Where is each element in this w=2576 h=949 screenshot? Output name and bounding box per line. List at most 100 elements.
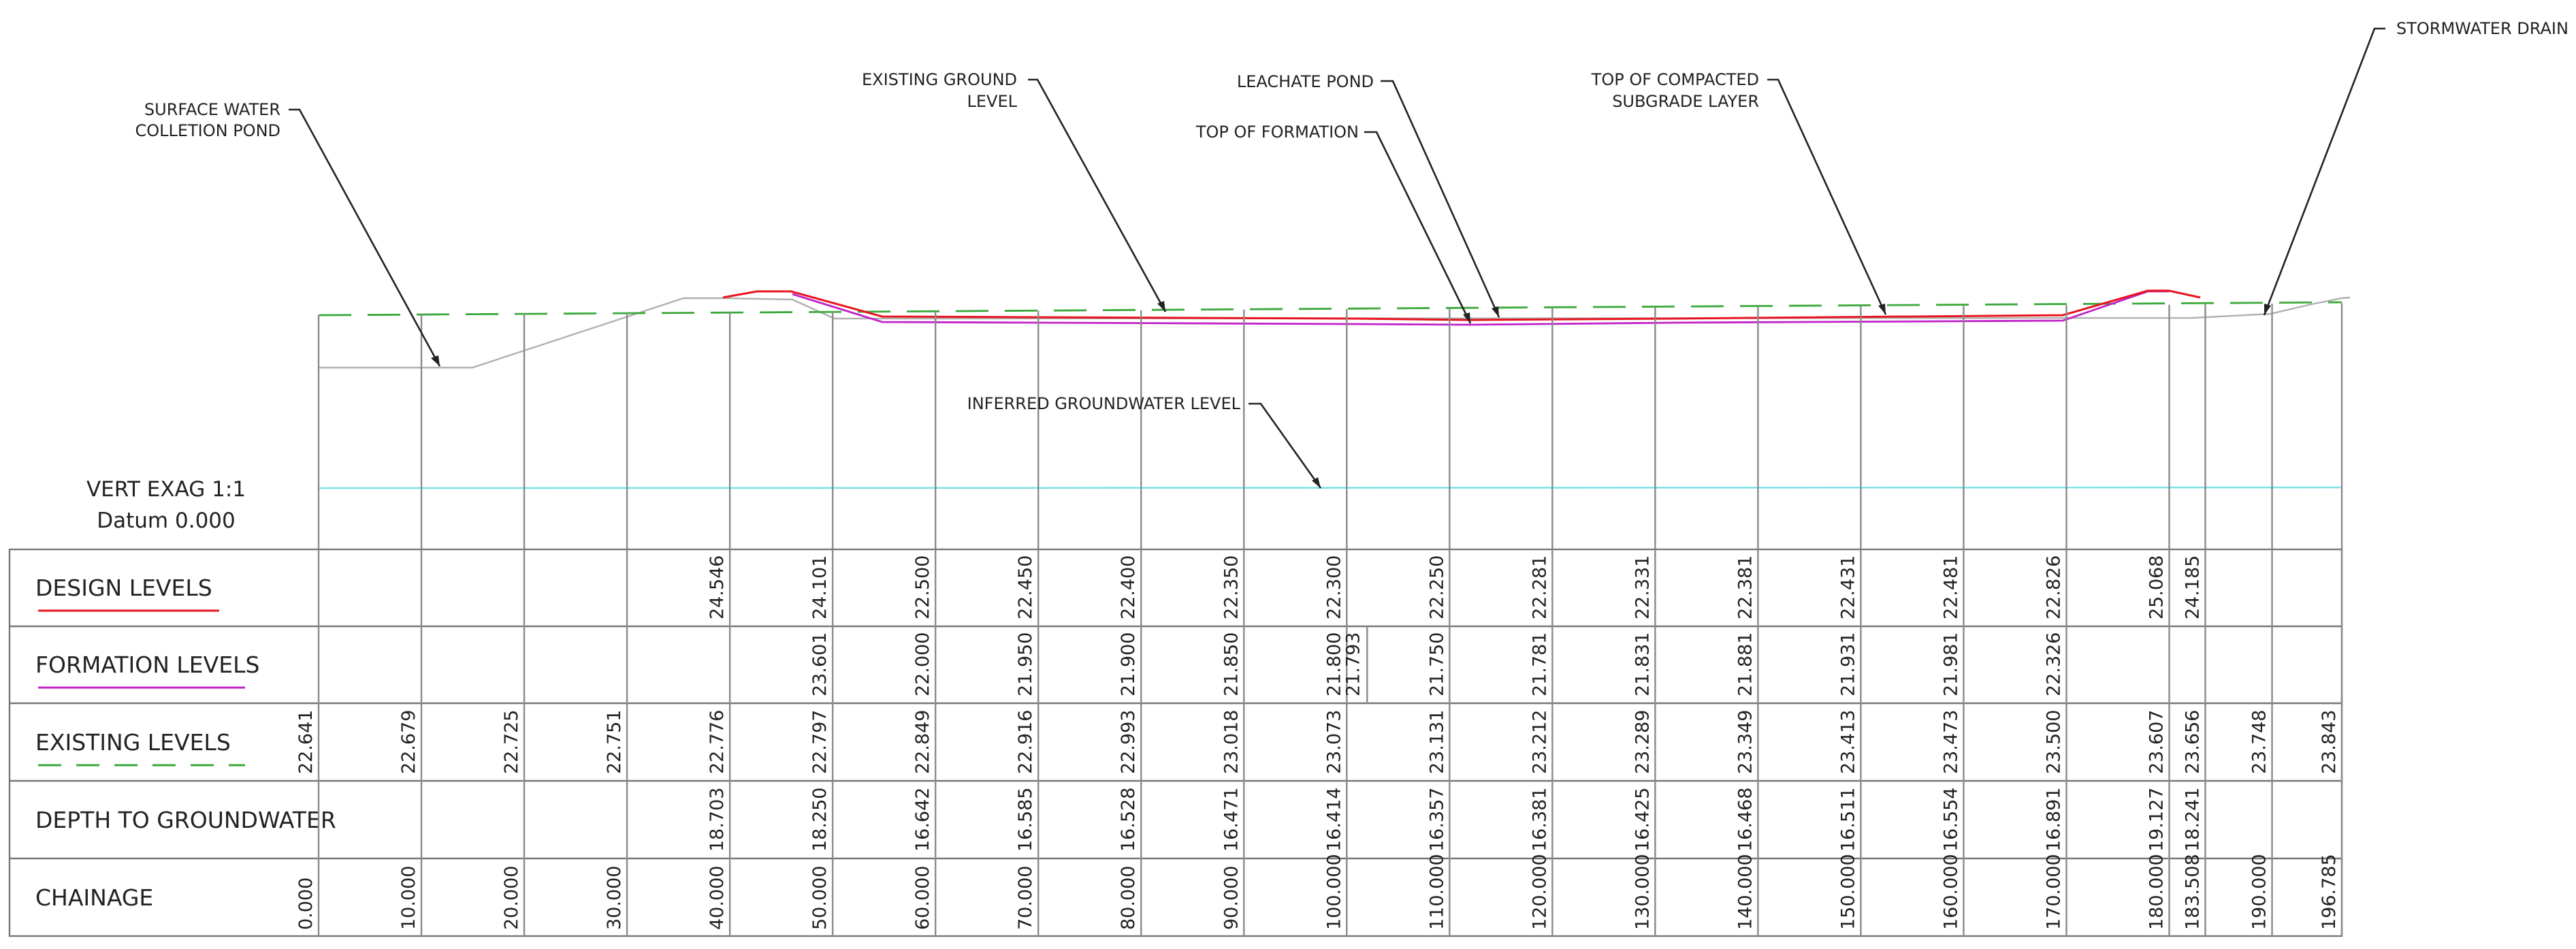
design-level-value: 22.450 (1015, 556, 1036, 620)
chainage-value: 80.000 (1118, 866, 1139, 930)
design-level-value: 22.826 (2043, 556, 2064, 620)
datum-label: Datum 0.000 (97, 509, 235, 533)
design-level-value: 22.300 (1323, 556, 1345, 620)
leader-formation (1364, 131, 1472, 324)
level-table: DESIGN LEVELS FORMATION LEVELS EXISTING … (8, 548, 2343, 937)
existing-level-value: 23.843 (2319, 710, 2340, 774)
chainage-value: 196.785 (2319, 854, 2340, 930)
design-level-value: 22.350 (1221, 556, 1242, 620)
table-values: 22.641 0.000 22.679 10.000 22.725 20.000 22.75… (295, 556, 2340, 930)
label-subgrade-1: TOP OF COMPACTED (1591, 70, 1759, 89)
arrowhead (1492, 306, 1499, 317)
leader-stormwater (2263, 27, 2385, 316)
depth-value: 18.250 (809, 788, 831, 852)
existing-level-value: 23.073 (1323, 710, 1345, 774)
depth-value: 16.468 (1735, 788, 1756, 852)
existing-level-value: 22.725 (501, 710, 522, 774)
design-level-value: 22.381 (1735, 556, 1756, 620)
chainage-value: 180.000 (2146, 854, 2168, 930)
formation-level-value: 21.900 (1118, 632, 1139, 696)
existing-level-value: 22.993 (1118, 710, 1139, 774)
existing-level-value: 22.776 (707, 710, 728, 774)
existing-level-value: 23.748 (2249, 710, 2270, 774)
formation-level-value: 21.800 (1323, 632, 1345, 696)
depth-value: 19.127 (2146, 788, 2168, 852)
depth-value: 16.425 (1632, 788, 1653, 852)
formation-level-value: 21.931 (1837, 632, 1858, 696)
chainage-value: 120.000 (1529, 854, 1550, 930)
formation-level-value: 22.000 (912, 632, 933, 696)
chainage-value: 130.000 (1632, 854, 1653, 930)
profile-verticals (317, 303, 2343, 549)
depth-value: 16.511 (1837, 788, 1858, 852)
profile-area (317, 289, 2351, 549)
chainage-value: 160.000 (1940, 854, 1961, 930)
table-verticals (317, 549, 2343, 936)
design-level-value: 25.068 (2146, 556, 2168, 620)
leader-lines (289, 27, 2385, 489)
depth-value: 16.528 (1118, 788, 1139, 852)
existing-level-value: 23.349 (1735, 710, 1756, 774)
depth-value: 16.414 (1323, 788, 1345, 852)
existing-level-value: 22.797 (809, 710, 831, 774)
existing-level-value: 22.679 (398, 710, 419, 774)
existing-level-value: 23.656 (2182, 710, 2203, 774)
vert-exag-label: VERT EXAG 1:1 (86, 477, 246, 502)
chainage-value: 110.000 (1426, 854, 1447, 930)
formation-level-value: 21.850 (1221, 632, 1242, 696)
depth-value: 18.241 (2182, 788, 2203, 852)
design-level-value: 22.400 (1118, 556, 1139, 620)
annotation-labels: SURFACE WATER COLLETION POND EXISTING GR… (135, 19, 2568, 413)
chainage-value: 170.000 (2043, 854, 2064, 930)
row-title-depth: DEPTH TO GROUNDWATER (35, 807, 336, 833)
row-title-design: DESIGN LEVELS (35, 575, 212, 601)
label-top-of-formation: TOP OF FORMATION (1195, 123, 1359, 142)
label-subgrade-2: SUBGRADE LAYER (1612, 92, 1759, 111)
existing-level-value: 22.641 (295, 710, 317, 774)
chainage-value: 183.508 (2182, 854, 2203, 930)
depth-value: 16.642 (912, 788, 933, 852)
design-level-value: 22.431 (1837, 556, 1858, 620)
depth-value: 16.357 (1426, 788, 1447, 852)
existing-ground-line (318, 301, 2342, 317)
existing-level-value: 22.849 (912, 710, 933, 774)
arrowhead (431, 355, 440, 366)
formation-level-value: 23.601 (809, 632, 831, 696)
design-level-value: 24.101 (809, 556, 831, 620)
chainage-value: 30.000 (604, 866, 625, 930)
chainage-value: 50.000 (809, 866, 831, 930)
leader-groundwater (1249, 402, 1322, 489)
existing-level-value: 23.018 (1221, 710, 1242, 774)
depth-value: 16.381 (1529, 788, 1550, 852)
label-stormwater-drain: STORMWATER DRAIN (2396, 19, 2569, 38)
design-level-value: 24.185 (2182, 556, 2203, 620)
formation-level-value: 21.750 (1426, 632, 1447, 696)
chainage-value: 100.000 (1323, 854, 1345, 930)
chainage-value: 90.000 (1221, 866, 1242, 930)
depth-value: 16.891 (2043, 788, 2064, 852)
formation-level-value: 21.781 (1529, 632, 1550, 696)
depth-value: 16.585 (1015, 788, 1036, 852)
design-level-value: 24.546 (707, 556, 728, 620)
row-title-formation: FORMATION LEVELS (35, 652, 259, 678)
existing-level-value: 23.212 (1529, 710, 1550, 774)
depth-value: 18.703 (707, 788, 728, 852)
chainage-value: 70.000 (1015, 866, 1036, 930)
depth-value: 16.471 (1221, 788, 1242, 852)
existing-level-value: 23.413 (1837, 710, 1858, 774)
label-surface-water-2: COLLETION POND (135, 121, 280, 140)
leader-existing-ground (1028, 78, 1167, 312)
label-leachate-pond: LEACHATE POND (1237, 72, 1374, 91)
label-surface-water-1: SURFACE WATER (144, 100, 280, 119)
depth-value: 16.554 (1940, 788, 1961, 852)
row-title-chainage: CHAINAGE (35, 884, 153, 911)
groundwater-line (318, 486, 2342, 489)
chainage-value: 140.000 (1735, 854, 1756, 930)
row-title-existing: EXISTING LEVELS (35, 729, 231, 756)
arrowhead (1878, 304, 1886, 315)
chainage-value: 60.000 (912, 866, 933, 930)
arrowhead (2264, 304, 2271, 315)
chainage-value: 20.000 (501, 866, 522, 930)
existing-level-value: 23.473 (1940, 710, 1961, 774)
